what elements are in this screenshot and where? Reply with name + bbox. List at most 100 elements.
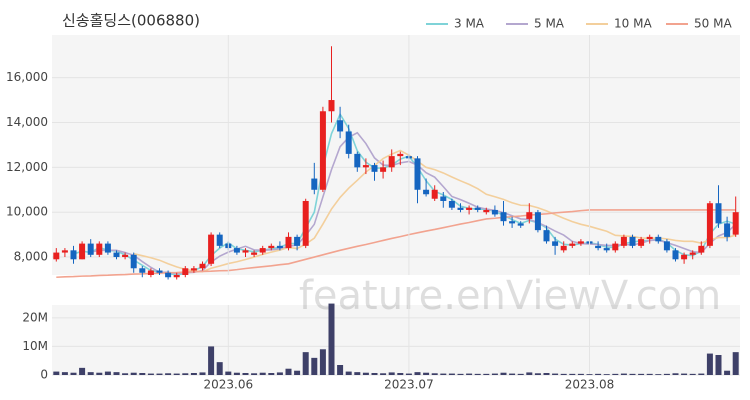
volume-bar xyxy=(706,353,713,375)
candle-body xyxy=(543,230,550,242)
volume-bar xyxy=(182,373,189,375)
legend-label: 50 MA xyxy=(694,17,732,31)
candle-body xyxy=(560,245,567,251)
candle-body xyxy=(715,203,722,224)
volume-bar xyxy=(629,373,636,375)
volume-bar xyxy=(474,373,481,375)
candle-body xyxy=(328,100,335,112)
candle-body xyxy=(345,131,352,154)
candle-body xyxy=(552,241,559,246)
candle-body xyxy=(96,243,103,255)
volume-bar xyxy=(681,373,688,375)
candle-body xyxy=(70,250,77,260)
volume-bar xyxy=(122,373,129,375)
candle-body xyxy=(337,120,344,132)
candle-body xyxy=(61,250,68,253)
y-tick-label: 10M xyxy=(22,339,48,353)
volume-bar xyxy=(517,373,524,375)
volume-bar xyxy=(603,374,610,375)
volume-bar xyxy=(345,371,352,375)
candle-body xyxy=(294,236,301,246)
legend-label: 10 MA xyxy=(614,17,652,31)
candle-body xyxy=(397,153,404,157)
volume-bar xyxy=(371,373,378,375)
candle-body xyxy=(629,236,636,246)
candle-body xyxy=(87,243,94,255)
ma-line xyxy=(56,209,736,279)
volume-bar xyxy=(190,373,197,375)
volume-bar xyxy=(130,372,137,375)
candle-body xyxy=(190,268,197,271)
volume-bar xyxy=(655,374,662,375)
candle-body xyxy=(216,234,223,246)
candle-body xyxy=(724,223,731,237)
volume-bar xyxy=(259,372,266,375)
chart-title: 신송홀딩스(006880) xyxy=(62,12,200,30)
volume-bar xyxy=(698,373,705,375)
candle-body xyxy=(534,212,541,231)
candle-body xyxy=(388,156,395,168)
candle-body xyxy=(156,270,163,273)
candle-body xyxy=(139,268,146,273)
candle-body xyxy=(147,270,154,275)
candle-body xyxy=(440,196,447,201)
y-tick-label: 20M xyxy=(22,310,48,324)
volume-bar xyxy=(104,371,111,375)
volume-bar xyxy=(526,372,533,375)
candle-body xyxy=(199,263,206,269)
volume-bar xyxy=(328,303,335,375)
volume-bar xyxy=(268,373,275,375)
candle-body xyxy=(285,236,292,249)
volume-bar xyxy=(397,373,404,375)
volume-bar xyxy=(423,372,430,375)
candle-body xyxy=(655,236,662,242)
candle-body xyxy=(732,212,739,235)
volume-bar xyxy=(225,371,232,375)
candle-body xyxy=(646,236,653,240)
volume-bar xyxy=(569,373,576,375)
candle-body xyxy=(130,254,137,269)
volume-bar xyxy=(79,367,86,375)
volume-bar xyxy=(560,373,567,375)
y-tick-label: 0 xyxy=(40,368,48,382)
volume-bar xyxy=(491,373,498,375)
candle-body xyxy=(380,167,387,172)
volume-bar xyxy=(242,373,249,375)
candle-body xyxy=(362,165,369,168)
volume-bar xyxy=(53,371,60,375)
volume-bar xyxy=(147,373,154,375)
volume-bar xyxy=(448,373,455,375)
volume-bar xyxy=(139,373,146,375)
candle-body xyxy=(448,200,455,208)
candle-body xyxy=(423,189,430,195)
volume-bar xyxy=(638,373,645,375)
volume-bar xyxy=(431,373,438,375)
volume-bar xyxy=(233,372,240,375)
volume-bar xyxy=(672,373,679,375)
candle-body xyxy=(577,241,584,244)
volume-bar xyxy=(620,373,627,375)
candle-body xyxy=(414,158,421,190)
price-panel xyxy=(52,35,740,275)
candle-body xyxy=(302,200,309,246)
volume-bar xyxy=(724,370,731,375)
volume-bar xyxy=(586,374,593,375)
candle-body xyxy=(595,245,602,249)
volume-bar xyxy=(208,346,215,375)
x-tick-label: 2023.06 xyxy=(203,378,253,392)
candle-body xyxy=(431,189,438,199)
candle-body xyxy=(500,212,507,222)
y-tick-label: 12,000 xyxy=(6,160,48,174)
volume-bar xyxy=(388,372,395,375)
volume-bar xyxy=(294,370,301,375)
volume-bar xyxy=(500,372,507,375)
candle-body xyxy=(251,252,258,255)
candle-body xyxy=(242,250,249,253)
x-tick-label: 2023.07 xyxy=(384,378,434,392)
volume-bar xyxy=(457,373,464,375)
candle-body xyxy=(208,234,215,264)
volume-bar xyxy=(165,373,172,375)
volume-bar xyxy=(113,372,120,375)
candle-body xyxy=(706,203,713,246)
candle-body xyxy=(603,248,610,251)
